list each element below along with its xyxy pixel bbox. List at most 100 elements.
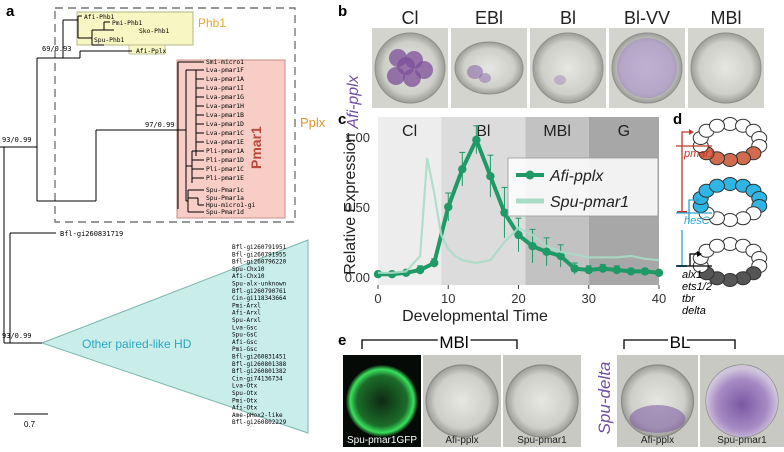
embryo-image [451,28,527,108]
taxon-label: Bfl-gi260790761 [232,288,287,295]
data-point [387,270,397,279]
taxon-label: Bfl-gi260801388 [232,361,287,368]
data-point [528,242,537,251]
taxon-label: Bfl-gi260831451 [232,354,287,361]
y-tick-label: 0.50 [345,200,370,215]
series-line-Spu-pmar1 [378,157,660,274]
expression-line-chart: Cl Bl MBl G 0 10 20 30 40 0.00 0.50 1.00 Afi-pplx Spu… [345,117,666,306]
taxon-label: Spu-Chx10 [232,266,265,273]
taxon-label: Lva-pmar1H [206,103,244,110]
stage-label: Cl [402,8,419,28]
taxon-label: Lva-pmar1G [206,94,244,101]
taxon-label: Spu-Pmar1a [206,195,244,202]
taxon-label: Lva-pmar1A [206,76,244,83]
taxon-label: Spu-Pmar1c [206,187,244,194]
tree-labels: 93/0.9969/0.9397/0.9993/0.99Afi-Phb1Pmi-… [2,14,287,426]
taxon-label: Afi-Otx [232,405,258,412]
taxon-label: Lva-pmar1B [206,112,244,119]
data-point [458,165,467,174]
stage-band-label: MBl [543,123,571,140]
taxon-label: Ame-pHox2-like [232,412,283,419]
data-point [415,265,425,275]
stage-label: Bl-VV [624,8,670,28]
taxon-label: Pmi-Gsc [232,346,258,353]
taxon-label: Sko-Phb1 [139,28,170,35]
taxon-label: Afi-Arxl [232,310,261,317]
taxon-label: Afi-Phb1 [84,14,115,21]
panel-a-letter: a [6,3,15,20]
data-point [570,264,579,273]
taxon-label: Spu-Arxl [232,317,261,324]
taxon-label: Lva-pmar1C [206,130,244,137]
data-point [430,258,439,268]
panel-a-phylogeny: a 93/0.9969/0.9397/0.9993/0.99Afi-Phb1Pm… [0,3,326,434]
x-axis-label: Developmental Time [402,308,548,325]
micrograph-label: Spu-pmar1 [517,435,567,446]
tree-branches [0,15,204,344]
micrograph-label: Afi-pplx [445,435,478,446]
gene-hesC: hesC [684,215,710,227]
data-point [542,247,551,256]
bl-group-label: BL [670,333,691,352]
y-tick-label: 1.00 [345,130,370,145]
taxon-label: Bfl-gi260791955 [232,251,287,258]
taxon-label: Afi-Gsc [232,339,258,346]
taxon-label: Afi-Pplx [136,48,167,55]
panel-c-expression-chart: c Cl Bl MBl G 0 10 20 30 40 0.00 0.50 1.00 Afi-pplx S… [338,111,666,325]
gene-target: tbr [682,293,696,305]
micrograph: Spu-pmar1GFP [343,355,421,447]
x-tick-label: 20 [511,291,525,306]
embryo-image [609,28,685,108]
taxon-label: Bfl-gi260831719 [60,230,123,238]
bl-bracket [623,339,736,349]
panel-d-letter: d [673,111,682,128]
micrograph: Spu-pmar1 [700,355,784,447]
gene-pmar1: pmar1 [683,148,715,160]
micrograph: Afi-pplx [423,355,501,447]
legend-label: Afi-pplx [549,168,604,185]
taxon-label: Lva-pmar1F [206,67,244,74]
panel-c-letter: c [338,111,346,128]
phb1-clade-label: Phb1 [198,16,226,30]
taxon-label: Pmi-Arxl [232,302,261,309]
taxon-label: Lva-Otx [232,383,258,390]
taxon-label: Cin-gi74136734 [232,375,283,382]
stage-band-label: Bl [476,123,490,140]
taxon-label: Bfl-gi260802229 [232,419,287,426]
panel-e-letter: e [338,332,346,349]
mbl-bracket [361,339,518,349]
taxon-label: Pli-pmar1E [206,175,244,182]
data-point [486,172,495,181]
taxon-label: Lva-pmar1E [206,139,244,146]
embryo-schematic [692,237,768,287]
data-point [626,267,636,276]
embryo-image [688,28,764,108]
node-support-label: 93/0.99 [2,332,32,340]
stage-label: Bl [560,8,576,28]
embryo-image [372,28,448,108]
micrograph: Spu-pmar1 [503,355,581,447]
data-point [598,264,607,273]
x-tick-label: 40 [652,291,666,306]
taxon-label: Lva-pmar1I [206,85,244,92]
taxon-label: Afi-Chx10 [232,273,265,280]
taxon-label: Pli-pmar1A [206,148,244,155]
pplx-box [128,44,166,55]
taxon-label: Pmi-Phb1 [112,20,143,27]
gene-target: alx1 [682,269,702,281]
taxon-label: Pli-pmar1D [206,157,244,164]
data-point [472,135,481,144]
panel-b-stages: b Afi-pplx Cl EBl Bl Bl-VV MBl [338,3,764,130]
spu-delta-label: Spu-delta [595,362,614,435]
chart-legend [507,157,659,217]
other-clade-label: Other paired-like HD [82,337,192,351]
node-support-label: 69/0.93 [42,45,72,53]
stage-band-label: Cl [402,123,417,140]
taxon-label: Pli-pmar1C [206,166,244,173]
panel-b-gene-label: Afi-pplx [345,74,362,129]
taxon-label: Spu-Otx [232,390,258,397]
micrograph-label: Spu-pmar1 [717,435,767,446]
data-point [373,270,383,279]
y-tick-label: 0.00 [345,270,370,285]
